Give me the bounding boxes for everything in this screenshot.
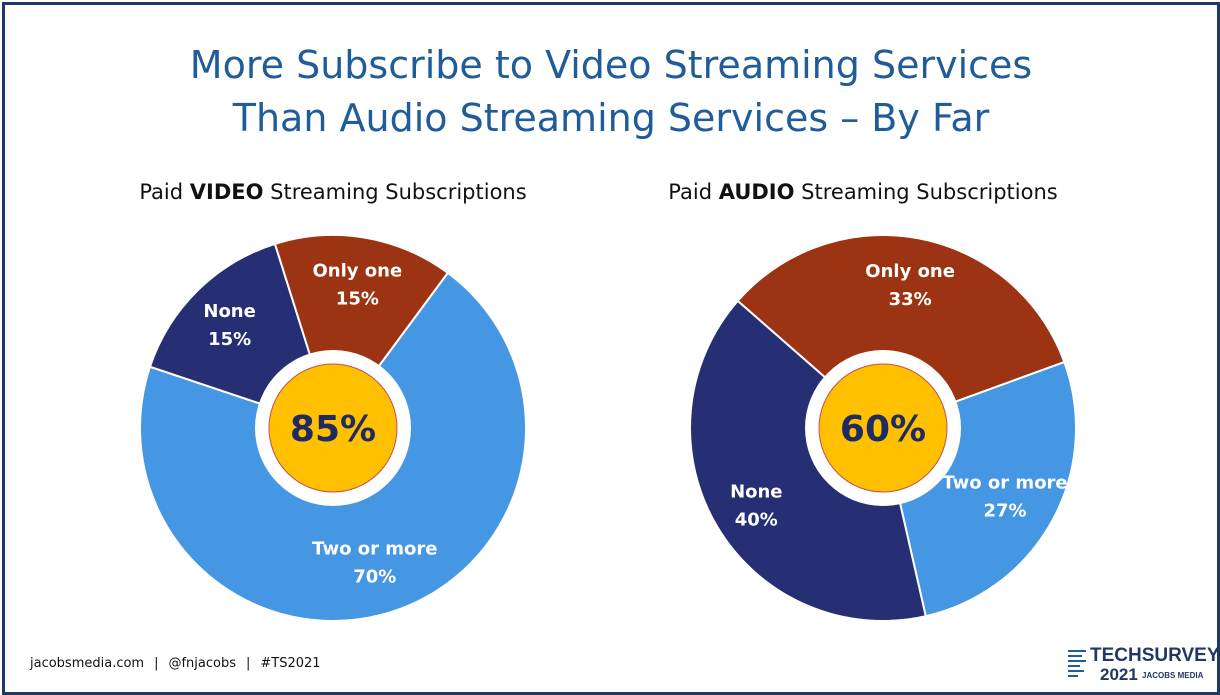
audio-title-bold: AUDIO — [718, 180, 795, 204]
video-center-circle — [268, 363, 398, 493]
techsurvey-logo: TECHSURVEY 2021 JACOBS MEDIA — [1068, 645, 1220, 685]
footer-handle: @fnjacobs — [168, 656, 237, 671]
audio-chart-title: Paid AUDIO Streaming Subscriptions — [583, 180, 1143, 204]
video-chart-title: Paid VIDEO Streaming Subscriptions — [53, 180, 613, 204]
audio-slice-none — [689, 299, 927, 622]
video-center-value: 85% — [290, 409, 376, 450]
audio-slice-value-label: 27% — [983, 501, 1026, 522]
logo-name: TECHSURVEY — [1090, 645, 1220, 666]
audio-slice-name-label: None — [730, 482, 782, 503]
video-title-suffix: Streaming Subscriptions — [263, 180, 527, 204]
audio-center-value: 60% — [840, 409, 926, 450]
video-slice-name-label: Two or more — [312, 539, 437, 560]
video-slice-value-label: 15% — [336, 289, 379, 310]
footer-separator: | — [154, 656, 159, 671]
logo-lines-icon — [1068, 650, 1086, 680]
audio-slice-only-one — [736, 234, 1066, 430]
audio-title-prefix: Paid — [668, 180, 719, 204]
audio-slice-name-label: Two or more — [942, 473, 1067, 494]
video-slice-value-label: 70% — [353, 567, 396, 588]
audio-slice-value-label: 33% — [889, 289, 932, 310]
video-slice-value-label: 15% — [208, 329, 251, 350]
footer-hashtag: #TS2021 — [260, 656, 321, 671]
audio-title-suffix: Streaming Subscriptions — [794, 180, 1058, 204]
video-slice-name-label: None — [203, 301, 255, 322]
video-slice-name-label: Only one — [313, 261, 403, 282]
audio-center-circle — [818, 363, 948, 493]
audio-slice-name-label: Only one — [865, 261, 955, 282]
audio-slice-value-label: 40% — [735, 510, 778, 531]
logo-company: JACOBS MEDIA — [1142, 671, 1204, 680]
logo-year: 2021 — [1100, 665, 1138, 684]
title-line-2: Than Audio Streaming Services – By Far — [232, 96, 990, 140]
slide-title: More Subscribe to Video Streaming Servic… — [5, 39, 1217, 145]
video-title-prefix: Paid — [139, 180, 190, 204]
title-line-1: More Subscribe to Video Streaming Servic… — [189, 43, 1033, 87]
footer-site: jacobsmedia.com — [30, 656, 145, 671]
video-title-bold: VIDEO — [189, 180, 264, 204]
footer-separator: | — [246, 656, 251, 671]
footer: jacobsmedia.com | @fnjacobs | #TS2021 — [30, 656, 321, 671]
